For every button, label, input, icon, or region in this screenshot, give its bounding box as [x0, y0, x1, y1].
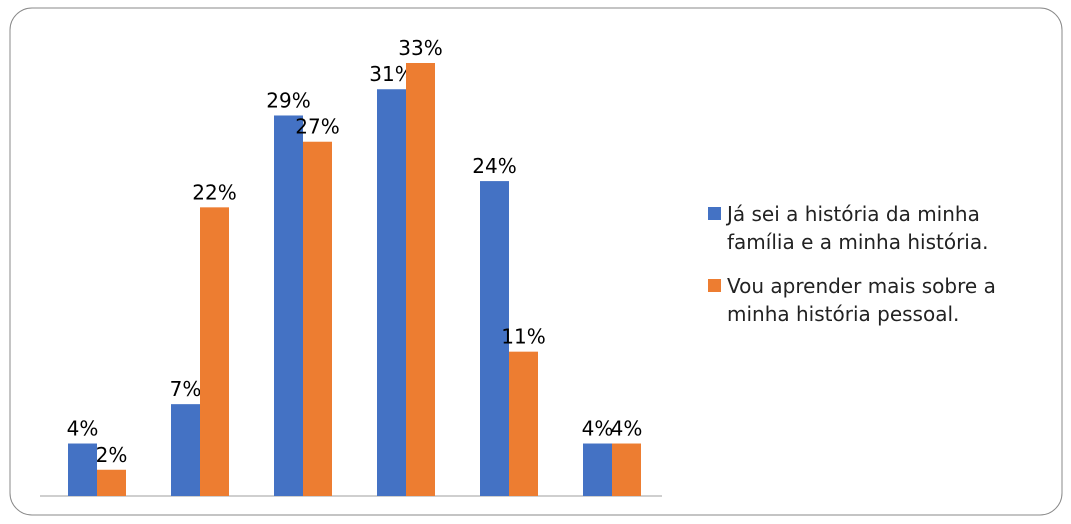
legend-swatch: [708, 207, 721, 220]
bar: [406, 63, 435, 496]
bar: [480, 181, 509, 496]
bar: [509, 351, 538, 496]
legend-label: Vou aprender mais sobre a minha história…: [727, 274, 996, 326]
data-label: 4%: [611, 417, 643, 441]
data-label: 33%: [398, 36, 442, 60]
legend-item: Já sei a história da minha família e a m…: [708, 200, 1048, 256]
bar: [612, 443, 641, 496]
data-label: 7%: [170, 377, 202, 401]
data-label: 27%: [295, 115, 339, 139]
legend-label: Já sei a história da minha família e a m…: [727, 202, 989, 254]
bar: [583, 443, 612, 496]
bar: [68, 443, 97, 496]
data-label: 4%: [582, 417, 614, 441]
legend-swatch: [708, 279, 721, 292]
data-label: 24%: [472, 154, 516, 178]
bar: [377, 89, 406, 496]
data-label: 4%: [67, 417, 99, 441]
legend-item: Vou aprender mais sobre a minha história…: [708, 272, 1048, 328]
chart-border: [9, 7, 1063, 516]
data-label: 11%: [501, 325, 545, 349]
bar: [200, 207, 229, 497]
bar: [171, 404, 200, 496]
data-label: 2%: [96, 443, 128, 467]
bar: [303, 141, 332, 496]
legend: Já sei a história da minha família e a m…: [708, 200, 1048, 344]
bar: [97, 469, 126, 496]
data-label: 29%: [266, 88, 310, 112]
bar: [274, 115, 303, 496]
data-label: 22%: [192, 180, 236, 204]
